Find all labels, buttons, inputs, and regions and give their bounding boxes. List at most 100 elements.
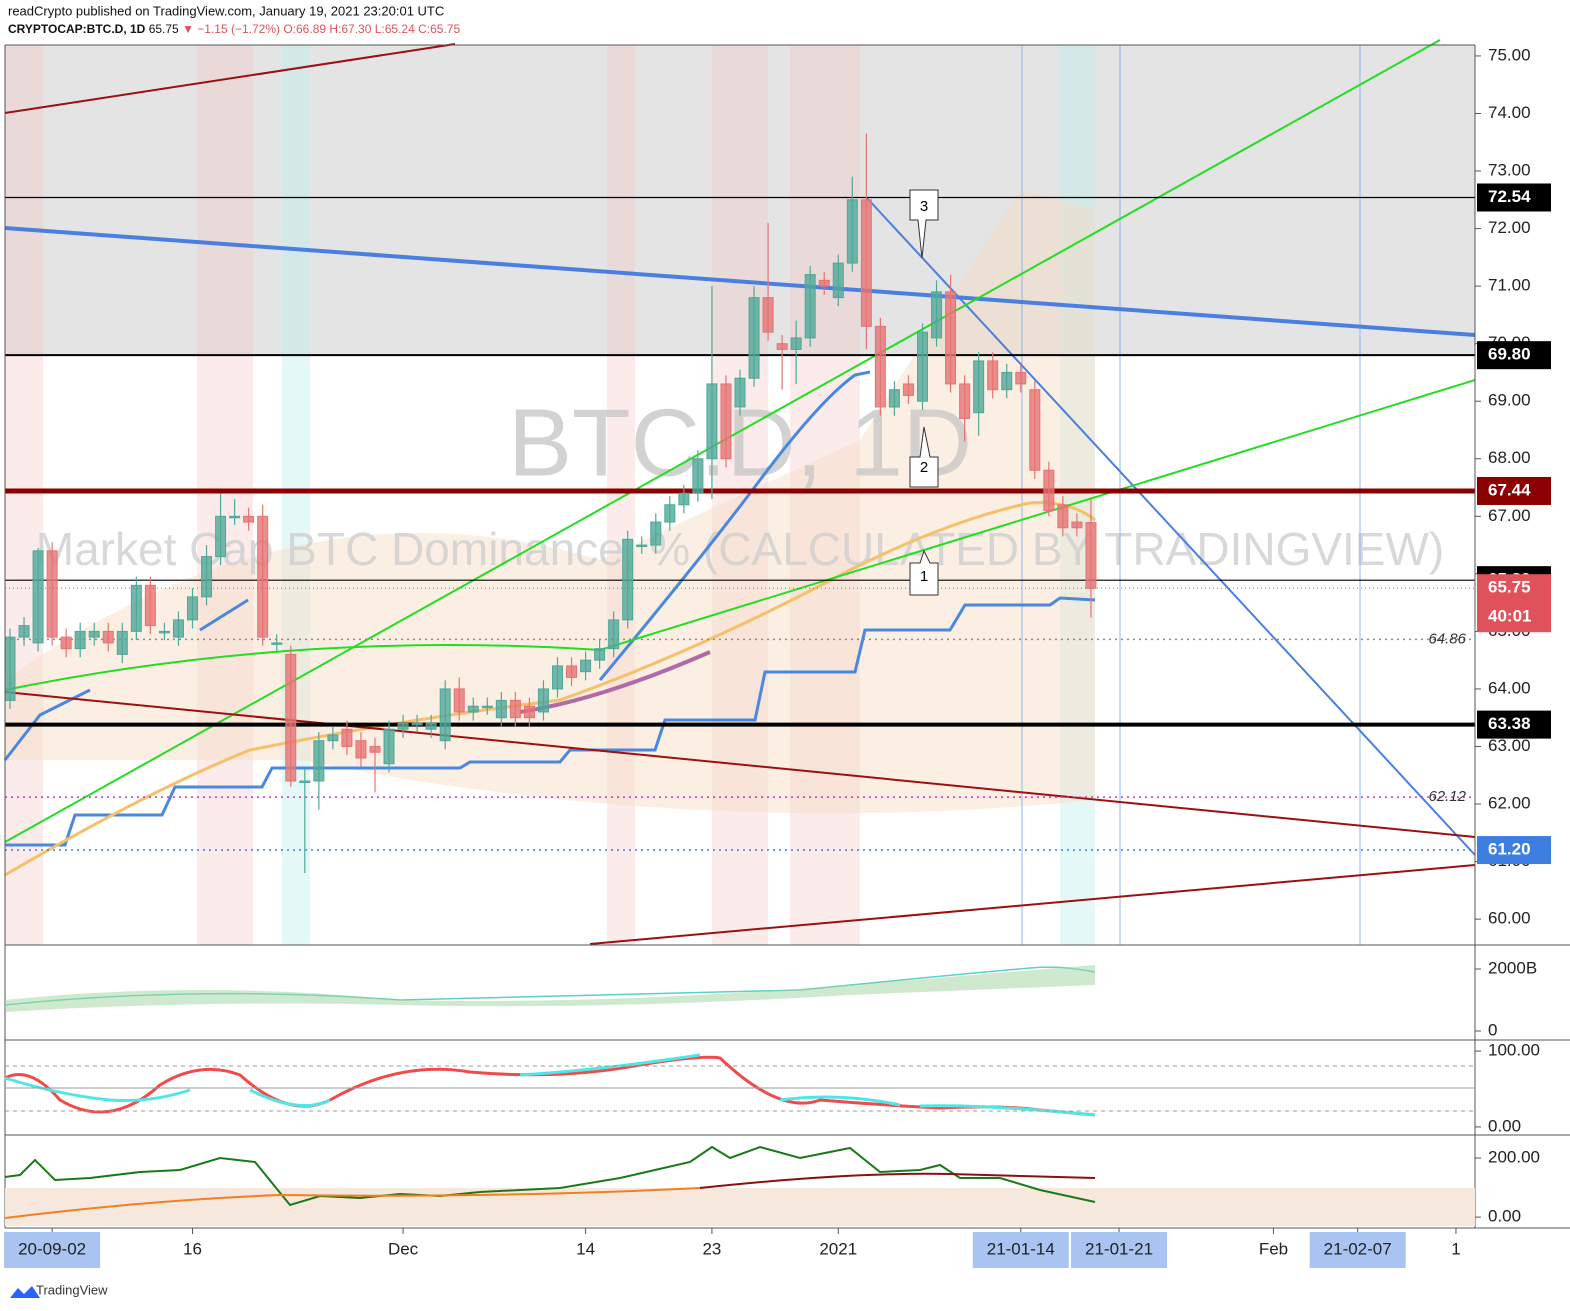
candle-body — [144, 584, 156, 627]
y-tick-label: 0.00 — [1488, 1207, 1521, 1226]
y-tick-label: 67.00 — [1488, 506, 1531, 525]
candle-body — [1015, 371, 1027, 385]
candle-body — [1001, 371, 1013, 391]
candle-body — [425, 722, 437, 730]
band — [197, 45, 253, 945]
level-label-box — [1477, 710, 1551, 739]
candle-body — [888, 389, 900, 408]
candle-body — [130, 584, 142, 632]
y-tick-label: 68.00 — [1488, 448, 1531, 467]
countdown: 40:01 — [1488, 607, 1531, 626]
candle-body — [734, 377, 746, 408]
symbol: CRYPTOCAP:BTC.D, 1D — [8, 22, 146, 36]
callout-label: 3 — [920, 198, 928, 215]
shade-zone — [5, 45, 1475, 355]
candle-body — [832, 262, 844, 299]
candle-body — [523, 705, 535, 719]
trend-line — [4, 691, 1476, 838]
candle-body — [973, 360, 985, 414]
candle-body — [46, 550, 58, 638]
x-tick-label: 23 — [702, 1239, 721, 1258]
candle-body — [636, 544, 648, 548]
candle-body — [18, 625, 30, 638]
trend-line — [4, 379, 1476, 691]
symbol-line: CRYPTOCAP:BTC.D, 1D 65.75 ▼ −1.15 (−1.72… — [8, 22, 460, 36]
indicator-line — [4, 1145, 1096, 1207]
y-tick-label: 74.00 — [1488, 103, 1531, 122]
candle-body — [931, 291, 943, 339]
y-tick-label: 62.00 — [1488, 793, 1531, 812]
candle-body — [622, 538, 634, 621]
x-tick-label: 1 — [1451, 1239, 1460, 1258]
ma-line — [4, 501, 1096, 877]
candle-body — [369, 745, 381, 753]
x-tick-label: 16 — [183, 1239, 202, 1258]
indicator-line — [4, 1055, 1096, 1117]
candle-body — [776, 343, 788, 350]
last-price-box — [1477, 574, 1551, 633]
candle-body — [383, 728, 395, 765]
x-tick-label: Feb — [1259, 1239, 1288, 1258]
change: ▼ −1.15 (−1.72%) — [182, 22, 280, 36]
band — [607, 45, 635, 945]
candle-body — [706, 383, 718, 460]
y-tick-label: 60.00 — [1488, 909, 1531, 928]
candle-body — [552, 665, 563, 690]
candle-body — [959, 383, 971, 419]
sub-panes: 2000B 0 100.00 0.00 200.00 0.00 — [1475, 958, 1540, 1226]
candle-body — [271, 642, 283, 645]
band — [790, 45, 860, 945]
level-label-box — [1477, 836, 1551, 865]
callout-box — [909, 426, 939, 488]
y-tick-label: 0 — [1488, 1020, 1497, 1039]
x-tick-label: Dec — [388, 1239, 419, 1258]
candle-body — [1029, 389, 1041, 471]
candle-body — [355, 740, 367, 759]
callout-box — [909, 189, 939, 259]
candle-body — [902, 383, 914, 396]
band — [1060, 45, 1095, 945]
callout-label: 1 — [920, 568, 928, 585]
candle-body — [187, 596, 198, 621]
candle-body — [215, 515, 227, 558]
candle-body — [987, 360, 999, 391]
candle-body — [594, 648, 606, 661]
y-tick-label: 200.00 — [1488, 1147, 1540, 1166]
candle-body — [678, 492, 690, 506]
candle-body — [453, 688, 465, 713]
cloud — [5, 190, 1095, 814]
y-tick-label: 71.00 — [1488, 276, 1531, 295]
last-price-label: 65.75 — [1488, 578, 1531, 597]
y-tick-label: 73.00 — [1488, 161, 1531, 180]
x-tick-highlight — [1309, 1232, 1406, 1268]
y-tick-label: 69.00 — [1488, 391, 1531, 410]
level-label-box — [1477, 341, 1551, 370]
ohlc: O:66.89 H:67.30 L:65.24 C:65.75 — [283, 22, 460, 36]
candle-body — [1071, 521, 1083, 529]
candle-body — [818, 279, 830, 287]
indicator-line — [4, 1187, 701, 1219]
x-tick-label: 21-02-07 — [1324, 1239, 1392, 1258]
candle-body — [1043, 469, 1055, 512]
ma-line — [199, 598, 249, 632]
candle-body — [846, 199, 858, 264]
candle-body — [874, 325, 886, 408]
level-label-box — [1477, 476, 1551, 505]
candle-body — [411, 722, 423, 726]
x-tick-label: 2021 — [819, 1239, 857, 1258]
candle-body — [229, 515, 241, 519]
indicator-line — [699, 1172, 1096, 1189]
candle-body — [608, 619, 620, 650]
x-tick-label: 20-09-02 — [18, 1239, 86, 1258]
candle-body — [1057, 504, 1069, 529]
band — [282, 45, 310, 945]
candle-body — [439, 688, 451, 742]
candle-body — [481, 705, 493, 709]
y-tick-label: 63.00 — [1488, 736, 1531, 755]
level-label: 63.38 — [1488, 714, 1531, 733]
candle-body — [243, 515, 255, 523]
level-label: 72.54 — [1488, 187, 1531, 206]
candle-body — [397, 722, 409, 730]
marked-line-label: 64.86 — [1428, 630, 1466, 647]
